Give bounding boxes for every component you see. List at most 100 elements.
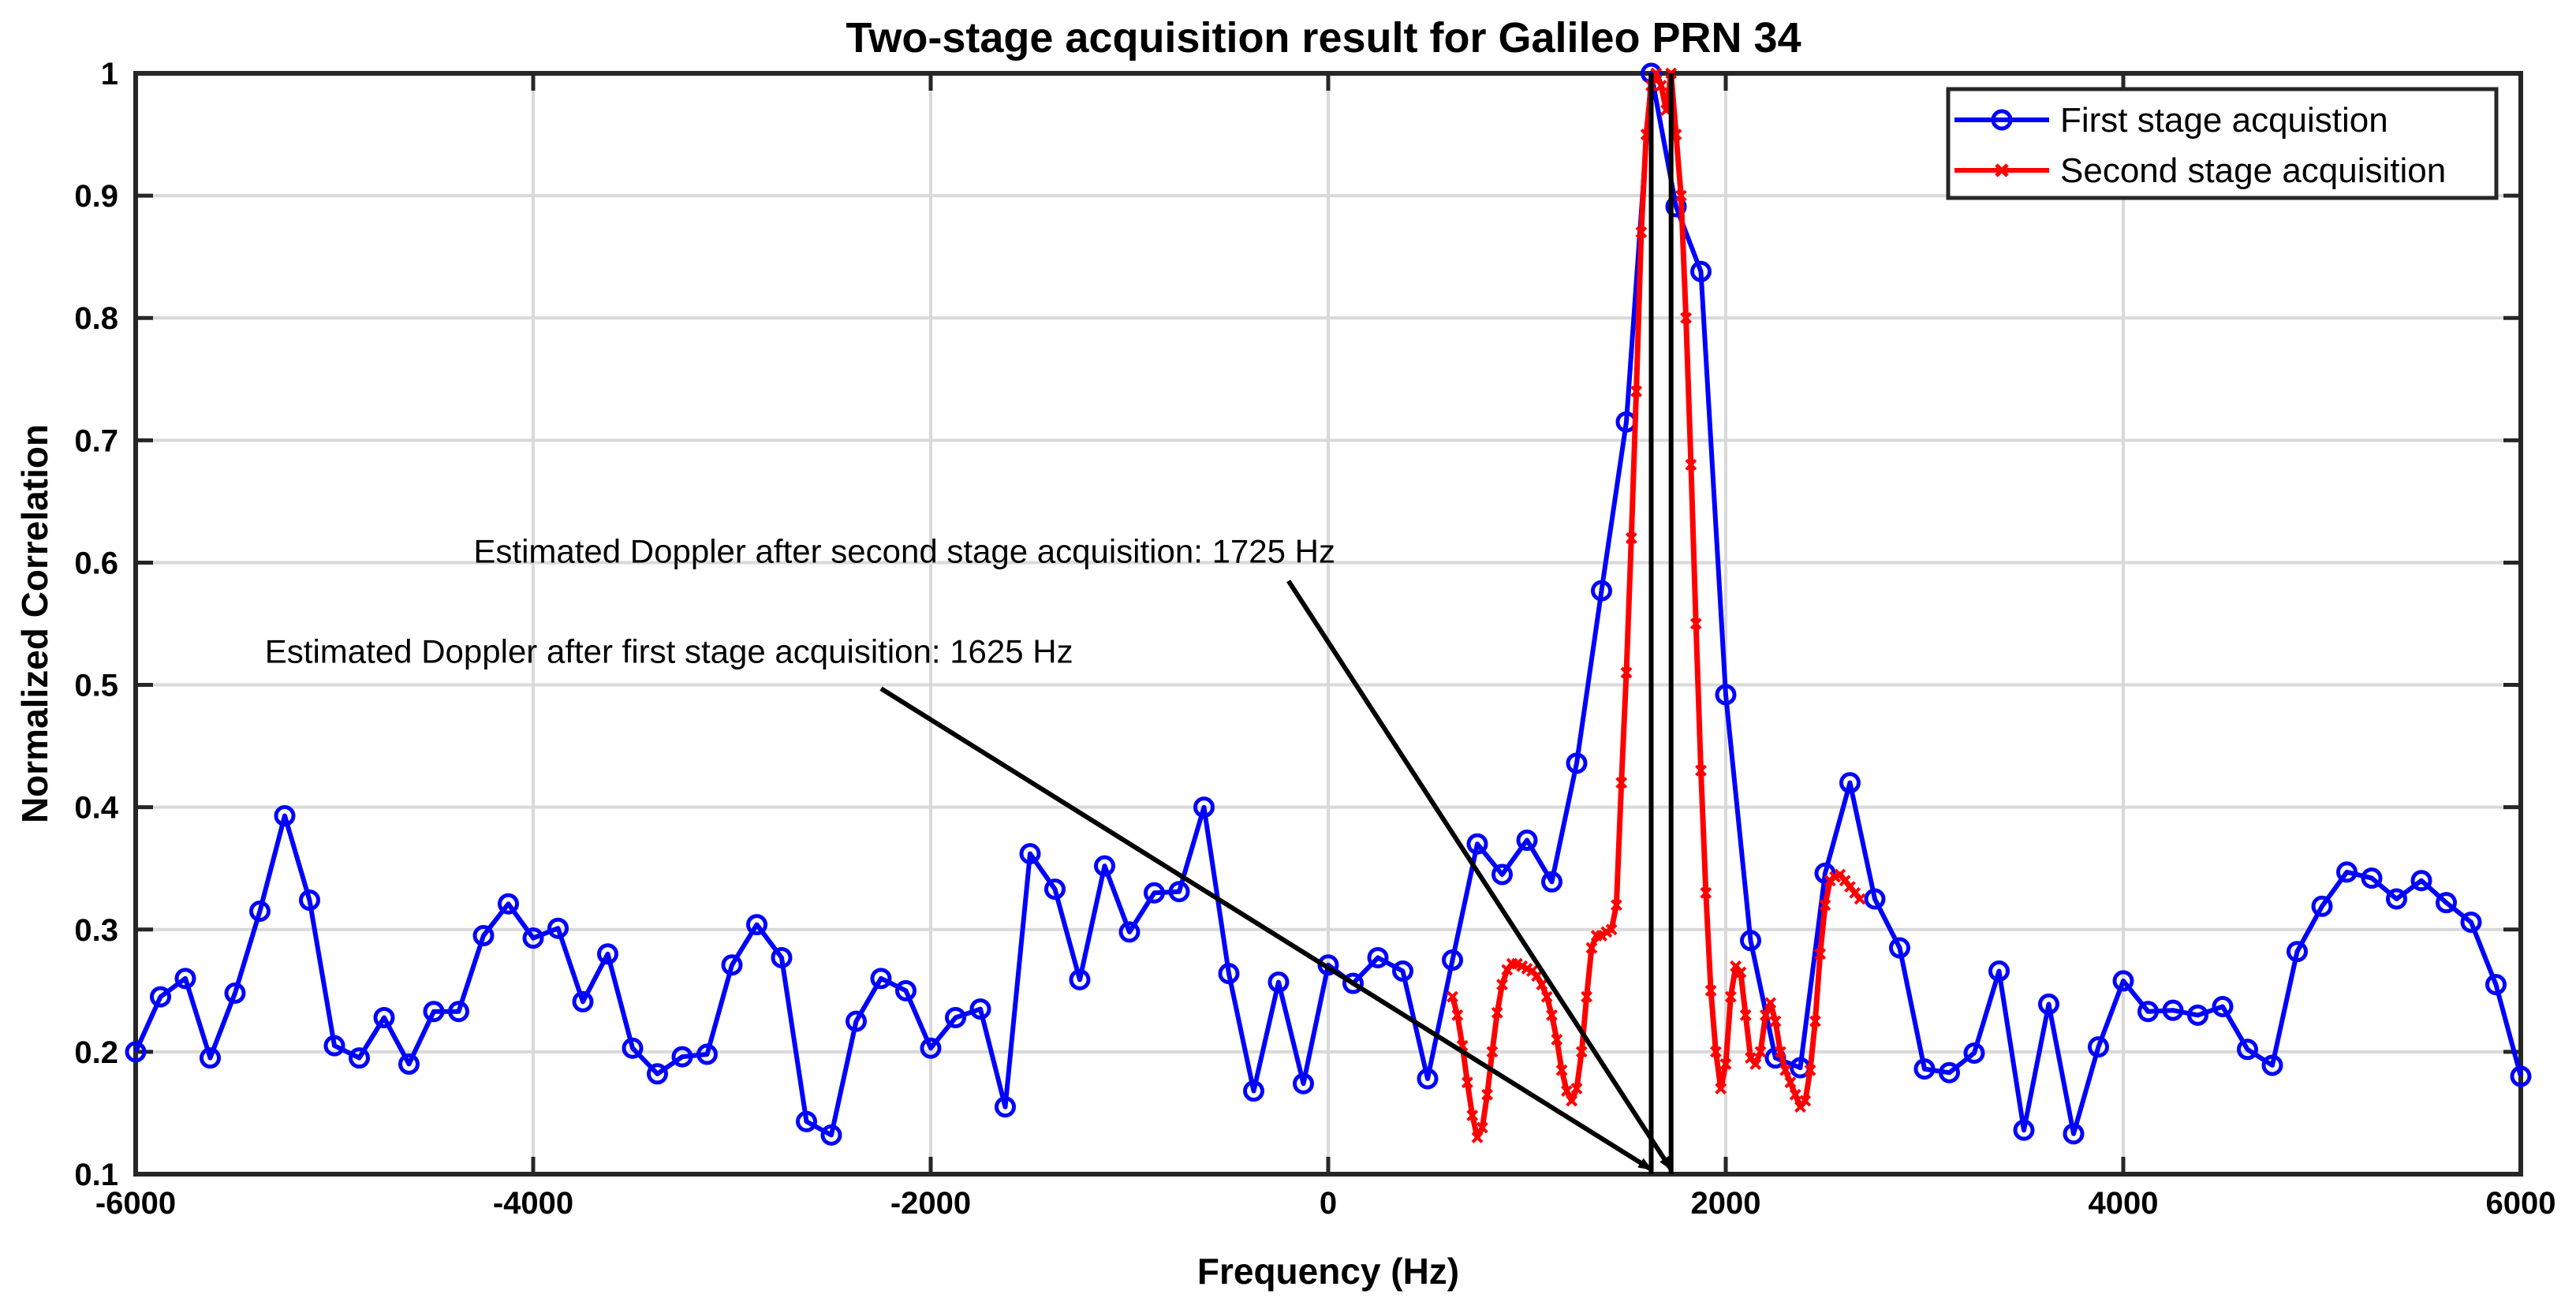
data-point (1605, 923, 1618, 936)
y-tick-label: 0.4 (74, 791, 118, 826)
x-tick-label: 2000 (1691, 1186, 1761, 1221)
data-point (622, 1037, 644, 1059)
data-point (398, 1053, 420, 1075)
data-point (2410, 870, 2432, 892)
data-point (1680, 311, 1693, 324)
data-point (1789, 1088, 1801, 1101)
data-point (1267, 971, 1290, 993)
data-point (2287, 941, 2308, 963)
y-tick-label: 0.1 (74, 1158, 118, 1192)
data-point (1293, 1072, 1314, 1095)
data-point (2436, 892, 2457, 914)
data-point (1144, 882, 1165, 904)
data-point (1531, 970, 1544, 983)
x-tick-label: -4000 (493, 1186, 573, 1221)
data-point (895, 979, 917, 1001)
y-tick-label: 0.2 (74, 1035, 118, 1070)
data-point (1461, 1076, 1473, 1089)
x-tick-label: -6000 (95, 1186, 176, 1221)
data-point (820, 1124, 842, 1146)
data-point (1625, 532, 1637, 544)
data-point (1193, 796, 1215, 819)
data-point (572, 990, 594, 1013)
data-point (1988, 960, 2010, 983)
data-point (1804, 1064, 1816, 1076)
data-point (1481, 1088, 1494, 1101)
data-point (2162, 999, 2184, 1021)
y-axis-label: Normalized Correlation (14, 424, 55, 823)
data-point (945, 1006, 966, 1028)
data-point (2386, 888, 2407, 910)
data-point (721, 954, 743, 976)
legend: First stage acquistion Second stage acqui… (1946, 87, 2499, 200)
data-point (1536, 979, 1548, 990)
data-point (1719, 1057, 1732, 1070)
doppler-markers (1648, 73, 1674, 1174)
data-point (1044, 878, 1066, 901)
data-point (2088, 1036, 2109, 1058)
data-point (2187, 1004, 2208, 1026)
data-point (1655, 80, 1667, 91)
data-point (2237, 1039, 2258, 1061)
x-axis-label: Frequency (Hz) (1197, 1251, 1459, 1292)
data-point (1784, 1076, 1797, 1089)
data-point (1814, 862, 1836, 884)
data-point (1541, 871, 1562, 893)
data-point (2038, 993, 2059, 1015)
data-point (349, 1047, 370, 1069)
data-point (2261, 1054, 2283, 1076)
data-point (969, 998, 991, 1020)
data-point (200, 1047, 221, 1069)
data-point (2063, 1123, 2085, 1145)
data-point (1754, 1046, 1767, 1058)
data-point (1769, 1015, 1782, 1027)
legend-marker (1991, 109, 2013, 131)
data-point (1963, 1042, 1985, 1064)
data-point (1740, 930, 1761, 952)
data-point (1442, 949, 1463, 971)
data-point (299, 889, 320, 912)
y-tick-label: 0.3 (74, 913, 118, 948)
data-point (1615, 777, 1628, 789)
data-point (1094, 855, 1115, 877)
data-point (1218, 963, 1240, 985)
data-point (2336, 861, 2358, 883)
data-point (448, 1001, 469, 1023)
data-point (2510, 1065, 2532, 1087)
data-point (1491, 1006, 1503, 1019)
data-point (771, 946, 793, 968)
data-point (2361, 867, 2383, 889)
data-point (2112, 970, 2134, 992)
series-2 (1447, 67, 1866, 1143)
data-point (2485, 974, 2507, 996)
data-point (1630, 385, 1643, 397)
data-point (1759, 1009, 1771, 1021)
y-tick-label: 0.7 (74, 423, 118, 458)
series-line (1450, 70, 1862, 1140)
x-tick-label: -2000 (890, 1186, 971, 1221)
series-group (125, 62, 2532, 1146)
data-point (597, 943, 618, 965)
data-point (1685, 458, 1697, 471)
annotation-arrow (879, 686, 1653, 1172)
legend-marker (1995, 163, 2009, 177)
data-point (2311, 895, 2333, 917)
data-point (796, 1110, 817, 1132)
data-point (1566, 752, 1588, 774)
data-point (870, 968, 892, 990)
y-tick-label: 0.9 (74, 179, 118, 214)
x-tick-label: 6000 (2486, 1186, 2556, 1221)
data-point (323, 1035, 345, 1057)
data-point (274, 805, 296, 827)
data-point (1516, 830, 1538, 852)
data-point (1560, 1085, 1573, 1097)
legend-label: Second stage acquisition (2060, 151, 2446, 190)
data-point (1168, 881, 1190, 903)
data-point (1809, 1015, 1821, 1027)
data-point (150, 986, 171, 1008)
data-point (174, 968, 196, 990)
annotation-arrow (1286, 580, 1674, 1171)
data-point (995, 1096, 1016, 1118)
data-point (1799, 1095, 1812, 1107)
